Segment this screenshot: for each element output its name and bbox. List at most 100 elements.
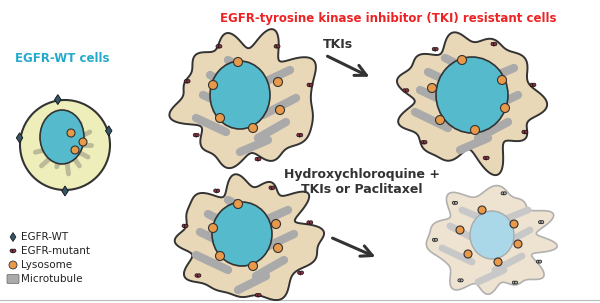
Circle shape [275,105,284,115]
Circle shape [269,186,272,189]
Polygon shape [269,188,274,191]
Circle shape [458,55,467,65]
Circle shape [456,226,464,234]
Text: EGFR-WT: EGFR-WT [21,232,68,242]
Circle shape [182,224,185,228]
Polygon shape [55,95,61,105]
Text: EGFR-mutant: EGFR-mutant [21,246,90,256]
Polygon shape [537,261,541,264]
Circle shape [215,251,224,261]
Polygon shape [530,85,535,88]
Circle shape [258,293,261,297]
Circle shape [255,293,259,297]
Circle shape [310,83,313,87]
Polygon shape [427,186,557,294]
Circle shape [218,45,222,48]
Polygon shape [433,49,437,52]
Text: Microtubule: Microtubule [21,274,83,284]
Circle shape [193,133,197,137]
Circle shape [274,78,283,86]
Polygon shape [194,135,199,138]
Circle shape [298,271,301,275]
Circle shape [187,79,190,83]
Circle shape [10,249,13,252]
Circle shape [299,133,303,137]
Circle shape [455,201,458,204]
Polygon shape [256,159,260,162]
Polygon shape [214,191,219,194]
Polygon shape [298,273,303,276]
Circle shape [436,115,445,125]
Polygon shape [185,81,190,84]
Circle shape [483,156,487,160]
Circle shape [512,281,515,284]
Circle shape [184,79,188,83]
Circle shape [257,157,261,161]
Circle shape [470,125,479,135]
Circle shape [478,206,486,214]
Text: TKIs: TKIs [323,38,353,51]
Polygon shape [169,29,316,168]
Circle shape [541,221,544,224]
Circle shape [538,221,542,224]
Circle shape [274,45,278,48]
Ellipse shape [212,202,272,266]
Circle shape [421,141,424,144]
Polygon shape [308,85,313,88]
Circle shape [433,238,436,241]
Circle shape [486,156,489,160]
Circle shape [20,100,110,190]
Circle shape [297,133,300,137]
Ellipse shape [210,61,270,129]
Circle shape [271,186,275,189]
Polygon shape [539,222,544,225]
Circle shape [79,138,87,146]
Circle shape [307,83,310,87]
Polygon shape [298,135,302,138]
Circle shape [185,224,188,228]
Circle shape [248,261,257,271]
Polygon shape [523,132,527,135]
Circle shape [215,114,224,122]
Text: Hydroxychloroquine +
TKIs or Paclitaxel: Hydroxychloroquine + TKIs or Paclitaxel [284,168,440,196]
Circle shape [209,224,218,232]
Circle shape [307,221,310,224]
Polygon shape [433,240,437,242]
Polygon shape [10,232,16,241]
Polygon shape [256,295,260,298]
Circle shape [491,42,494,46]
Circle shape [522,130,526,134]
Circle shape [195,274,199,277]
Circle shape [403,89,406,92]
Circle shape [493,42,497,46]
Circle shape [216,45,220,48]
Polygon shape [175,174,324,300]
Circle shape [503,192,506,195]
Polygon shape [16,133,23,143]
Circle shape [300,271,304,275]
Polygon shape [502,193,506,196]
Circle shape [248,124,257,132]
Circle shape [510,220,518,228]
Polygon shape [11,251,16,254]
Text: Lysosome: Lysosome [21,260,72,270]
Polygon shape [458,280,463,283]
Circle shape [500,104,509,112]
Circle shape [434,238,437,241]
Circle shape [13,249,16,252]
Circle shape [277,45,280,48]
Polygon shape [106,126,112,136]
FancyBboxPatch shape [7,275,19,284]
Circle shape [233,58,242,66]
Circle shape [501,192,504,195]
Polygon shape [513,283,517,285]
Ellipse shape [436,57,508,133]
Circle shape [452,201,455,204]
Polygon shape [182,226,188,229]
Circle shape [497,75,506,85]
Circle shape [514,240,522,248]
Polygon shape [422,142,427,145]
Circle shape [530,83,533,87]
Circle shape [427,84,437,92]
Polygon shape [403,90,408,93]
